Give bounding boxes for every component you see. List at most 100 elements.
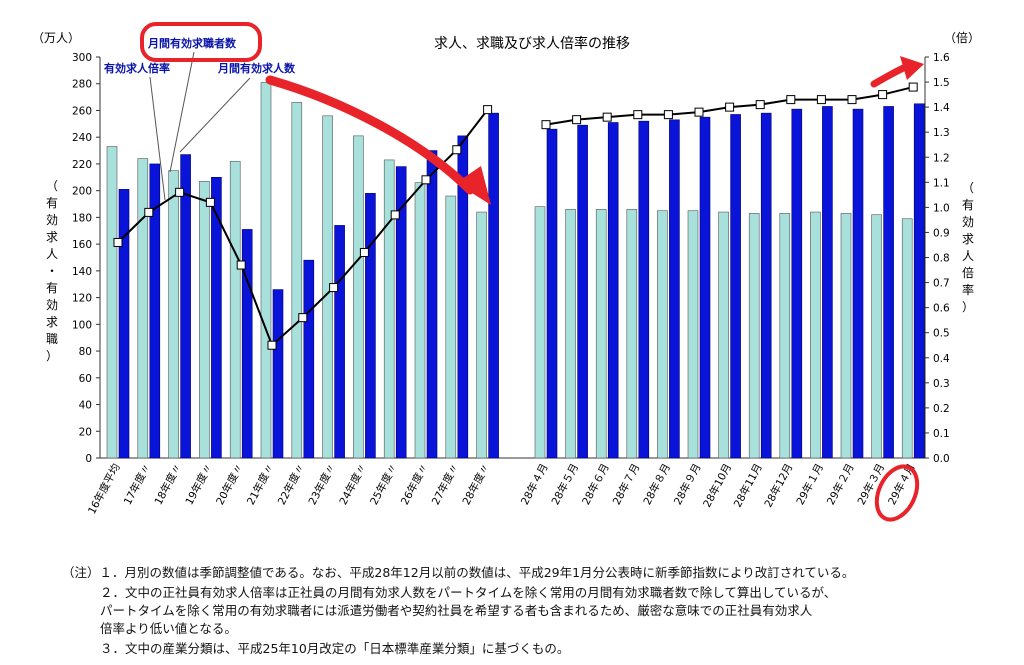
job-offer-bar — [272, 289, 284, 459]
job-seeker-bar — [901, 218, 913, 459]
job-offer-bar — [180, 154, 191, 459]
job-seeker-bar — [534, 206, 546, 459]
job-seeker-bar — [748, 213, 760, 459]
job-offer-bar — [211, 177, 222, 459]
right-tick-label: 0.6 — [933, 303, 950, 315]
left-tick-label: 280 — [72, 79, 92, 91]
right-tick-label: 0.7 — [933, 278, 950, 290]
ratio-point — [786, 95, 796, 105]
job-seeker-bar — [657, 210, 668, 459]
right-tick-label: 0.2 — [933, 403, 950, 415]
note-3: パートタイムを除く常用の有効求職者には派遣労働者や契約社員を希望する者も含まれる… — [100, 603, 813, 618]
job-offer-bar — [334, 225, 345, 459]
note-2: ２．文中の正社員有効求人倍率は正社員の月間有効求人数をパートタイムを除く常用の月… — [100, 585, 837, 600]
right-tick-label: 1.5 — [933, 77, 950, 89]
axis-title-text: （有効求人倍率） — [962, 181, 974, 314]
job-seeker-bar — [687, 210, 699, 459]
left-tick-label: 220 — [72, 159, 92, 171]
right-tick-label: 1.6 — [933, 52, 950, 64]
job-offer-bar — [149, 163, 161, 459]
category-label: 29年２月 — [824, 461, 857, 507]
right-tick-label: 1.0 — [933, 202, 950, 214]
job-offer-bar — [730, 114, 741, 459]
category-label: 17年度〃 — [121, 461, 154, 507]
ratio-point — [113, 237, 123, 247]
job-seeker-bar — [476, 211, 487, 459]
ratio-point — [390, 210, 400, 220]
category-label: 28年９月 — [671, 461, 704, 507]
ratio-point — [452, 145, 462, 155]
job-offer-bar — [303, 259, 315, 459]
left-tick-label: 100 — [72, 319, 92, 331]
job-seeker-bar — [353, 135, 364, 459]
ratio-point — [421, 175, 431, 185]
category-label: 16年度平均 — [85, 461, 122, 516]
left-tick-label: 180 — [72, 212, 92, 224]
left-tick-label: 160 — [72, 239, 92, 251]
right-tick-label: 0.5 — [933, 328, 950, 340]
category-label: 28年６月 — [579, 461, 612, 507]
annotation-offer-leader — [179, 77, 251, 153]
category-label: 28年４月 — [518, 461, 551, 507]
right-axis-label: （有効求人倍率） — [962, 181, 974, 314]
job-offer-bar — [241, 229, 253, 459]
annotation-offer-label: 月間有効求人数 — [217, 61, 296, 75]
highlight-up-arrow — [870, 62, 912, 88]
note-1: （注）１．月別の数値は季節調整値である。なお、平成28年12月以前の数値は、平成… — [62, 565, 855, 580]
job-seeker-bar — [291, 102, 303, 459]
category-label: 28年７月 — [610, 461, 643, 507]
category-label: 28年12月 — [762, 461, 796, 509]
category-label: 25年度〃 — [367, 461, 400, 507]
right-tick-label: 0.1 — [933, 428, 950, 440]
job-offer-bar — [760, 112, 772, 459]
left-tick-label: 120 — [72, 293, 92, 305]
annotation-seeker-label: 月間有効求職者数 — [147, 36, 237, 50]
job-seeker-bar — [383, 159, 395, 459]
left-tick-label: 60 — [79, 373, 92, 385]
job-seeker-bar — [137, 158, 149, 459]
category-label: 28年11月 — [731, 461, 765, 509]
category-label: 20年度〃 — [213, 461, 246, 507]
job-seeker-bar — [840, 213, 852, 459]
highlight-up-arrowhead — [900, 56, 924, 80]
category-label: 22年度〃 — [275, 461, 308, 507]
ratio-point — [175, 187, 185, 197]
job-offer-bar — [118, 189, 130, 459]
ratio-point — [908, 82, 918, 92]
category-labels: 16年度平均 17年度〃 18年度〃 19年度〃 20年度〃 21年度〃 22年度〃 23年度… — [85, 461, 918, 516]
ratio-point — [755, 100, 765, 110]
job-offer-bar — [791, 108, 803, 459]
category-label: 21年度〃 — [244, 461, 277, 507]
ratio-point — [602, 112, 612, 122]
job-seeker-bar — [565, 209, 576, 459]
ratio-point — [633, 110, 643, 120]
ratio-point — [847, 95, 857, 105]
job-offer-bar — [638, 120, 650, 459]
category-label: 29年１月 — [794, 461, 827, 507]
left-tick-label: 0 — [85, 453, 92, 465]
job-seeker-bar — [414, 182, 426, 459]
right-tick-label: 0.9 — [933, 227, 950, 239]
job-offer-bar — [577, 124, 588, 459]
job-offer-bar — [457, 135, 469, 459]
axes: 0 20 40 60 80 100 120 140 160 180 200 220 240 260 280 3… — [72, 52, 950, 465]
right-axis-unit: （倍） — [944, 30, 980, 45]
left-tick-label: 240 — [72, 132, 92, 144]
ratio-point — [572, 115, 582, 125]
job-offer-bar — [546, 128, 558, 459]
left-tick-label: 200 — [72, 186, 92, 198]
left-tick-label: 140 — [72, 266, 92, 278]
job-offer-bar — [395, 166, 407, 459]
right-tick-label: 0.3 — [933, 378, 950, 390]
right-tick-label: 0.4 — [933, 353, 950, 365]
right-tick-label: 1.3 — [933, 127, 950, 139]
ratio-point — [236, 260, 246, 270]
annotation-seeker-leader — [169, 51, 195, 173]
job-offer-bar — [365, 193, 376, 459]
job-offer-bar — [669, 119, 680, 459]
ratio-point — [725, 102, 735, 112]
ratio-point — [329, 283, 339, 293]
annotation-ratio-leader — [149, 76, 166, 201]
category-label: 28年度〃 — [460, 461, 493, 507]
left-tick-label: 300 — [72, 52, 92, 64]
